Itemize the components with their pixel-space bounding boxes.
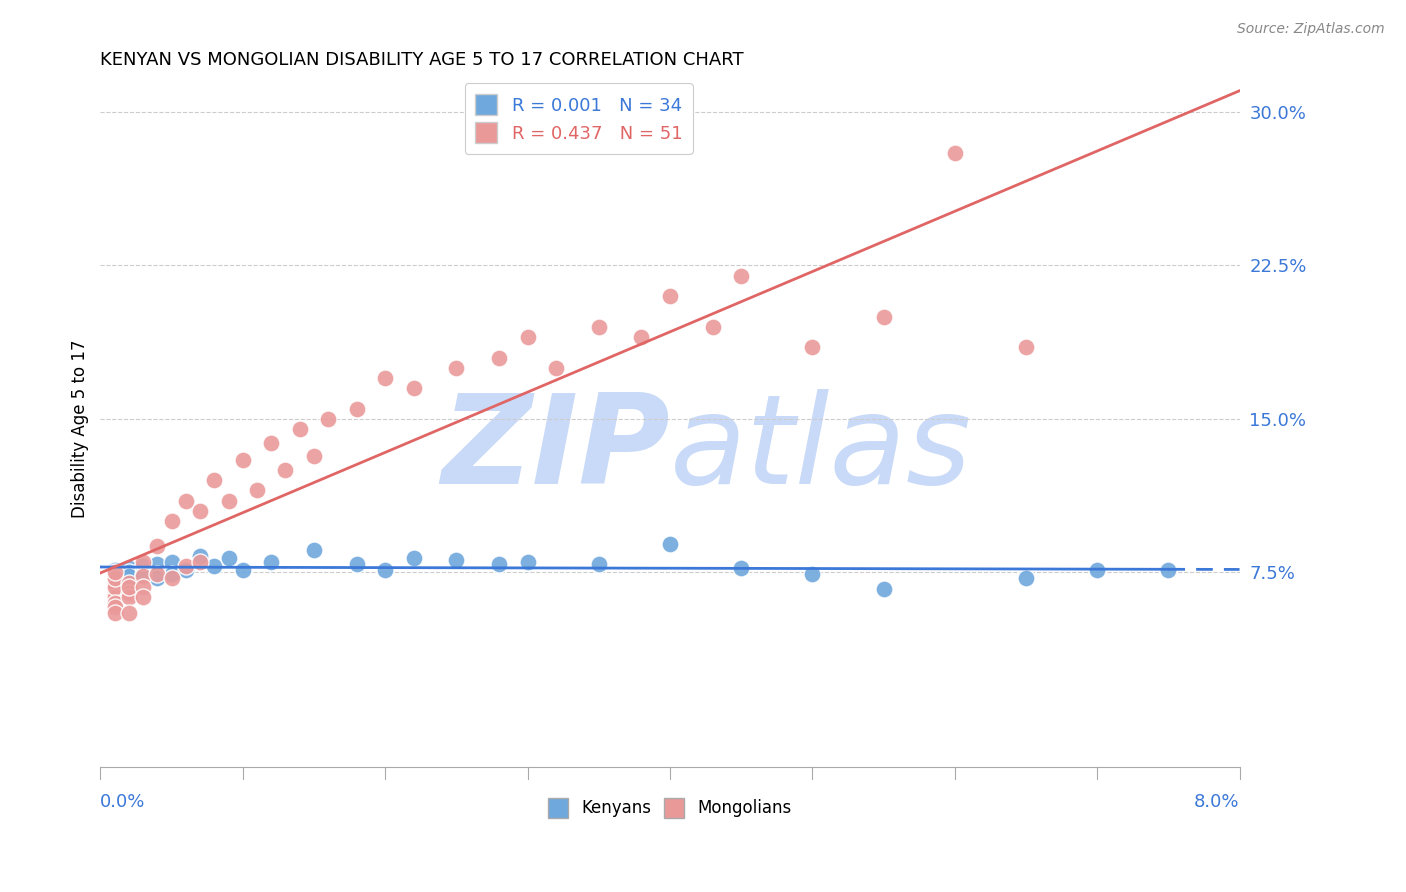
Point [118, 586, 141, 600]
Point [146, 571, 169, 585]
Point [260, 555, 283, 569]
Point [1015, 571, 1038, 585]
Point [146, 557, 169, 571]
Point [218, 493, 240, 508]
Point [516, 330, 538, 344]
Point [801, 567, 824, 582]
Point [132, 569, 155, 583]
Point [446, 553, 468, 567]
Point [1015, 340, 1038, 354]
Point [188, 555, 211, 569]
Point [274, 463, 297, 477]
Point [516, 555, 538, 569]
Legend: Kenyans, Mongolians: Kenyans, Mongolians [541, 791, 799, 824]
Text: Source: ZipAtlas.com: Source: ZipAtlas.com [1237, 22, 1385, 37]
Point [346, 557, 368, 571]
Point [104, 566, 127, 580]
Point [118, 606, 141, 620]
Point [588, 319, 610, 334]
Point [146, 539, 169, 553]
Point [132, 559, 155, 574]
Point [488, 351, 510, 365]
Point [118, 561, 141, 575]
Text: ZIP: ZIP [441, 390, 669, 510]
Point [374, 563, 396, 577]
Point [260, 436, 283, 450]
Point [174, 563, 197, 577]
Point [160, 567, 183, 582]
Point [174, 493, 197, 508]
Point [202, 559, 225, 574]
Point [544, 360, 567, 375]
Text: atlas: atlas [669, 390, 972, 510]
Y-axis label: Disability Age 5 to 17: Disability Age 5 to 17 [72, 340, 89, 518]
Point [346, 401, 368, 416]
Text: 8.0%: 8.0% [1194, 793, 1240, 811]
Point [132, 555, 155, 569]
Point [374, 371, 396, 385]
Point [118, 575, 141, 590]
Text: KENYAN VS MONGOLIAN DISABILITY AGE 5 TO 17 CORRELATION CHART: KENYAN VS MONGOLIAN DISABILITY AGE 5 TO … [100, 51, 744, 69]
Point [118, 580, 141, 594]
Point [104, 606, 127, 620]
Point [202, 473, 225, 487]
Point [402, 551, 425, 566]
Point [872, 310, 894, 324]
Point [146, 567, 169, 582]
Point [302, 449, 325, 463]
Point [104, 580, 127, 594]
Point [174, 559, 197, 574]
Point [104, 566, 127, 580]
Point [232, 563, 254, 577]
Point [160, 514, 183, 528]
Point [872, 582, 894, 596]
Point [658, 536, 681, 550]
Point [288, 422, 311, 436]
Point [943, 145, 966, 160]
Point [132, 590, 155, 604]
Point [132, 567, 155, 582]
Point [104, 571, 127, 585]
Point [132, 580, 155, 594]
Point [730, 561, 752, 575]
Point [658, 289, 681, 303]
Point [488, 557, 510, 571]
Point [118, 590, 141, 604]
Point [188, 504, 211, 518]
Point [446, 360, 468, 375]
Point [104, 600, 127, 615]
Point [246, 483, 269, 498]
Point [218, 551, 240, 566]
Point [104, 575, 127, 590]
Point [730, 268, 752, 283]
Point [104, 586, 127, 600]
Point [702, 319, 724, 334]
Point [104, 569, 127, 583]
Point [118, 566, 141, 580]
Point [232, 452, 254, 467]
Point [118, 569, 141, 583]
Point [104, 590, 127, 604]
Point [316, 412, 339, 426]
Point [104, 567, 127, 582]
Point [1085, 563, 1108, 577]
Point [1157, 563, 1180, 577]
Point [801, 340, 824, 354]
Point [160, 555, 183, 569]
Point [188, 549, 211, 563]
Text: 0.0%: 0.0% [100, 793, 146, 811]
Point [402, 381, 425, 395]
Point [104, 596, 127, 610]
Point [302, 542, 325, 557]
Point [630, 330, 652, 344]
Point [104, 563, 127, 577]
Point [588, 557, 610, 571]
Point [160, 571, 183, 585]
